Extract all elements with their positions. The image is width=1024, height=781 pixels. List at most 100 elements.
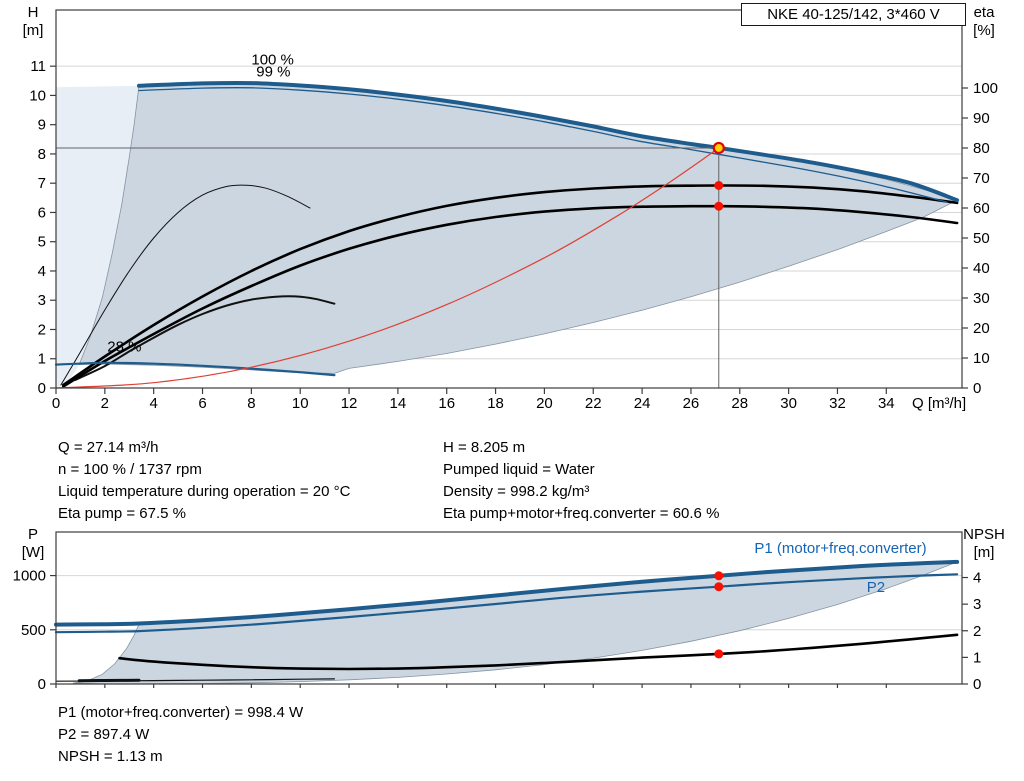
curve-label: P2 <box>867 579 885 596</box>
info-line-q: Q = 27.14 m³/h <box>58 439 159 456</box>
svg-text:1: 1 <box>973 649 981 666</box>
svg-text:H: H <box>28 4 39 21</box>
svg-text:2: 2 <box>38 321 46 338</box>
svg-text:[m]: [m] <box>974 544 995 561</box>
duty-point-dot <box>714 201 724 211</box>
svg-text:NPSH: NPSH <box>963 526 1005 543</box>
power-results-panel: P1 (motor+freq.converter) = 998.4 W P2 =… <box>58 702 303 768</box>
svg-text:14: 14 <box>390 395 407 412</box>
svg-text:[%]: [%] <box>973 22 995 39</box>
info-line-eta-pump: Eta pump = 67.5 % <box>58 505 186 522</box>
svg-text:500: 500 <box>21 622 46 639</box>
qh-eta-chart: 100 %99 %28 %012345678910110102030405060… <box>23 4 998 412</box>
eta-total-curve <box>62 204 959 388</box>
svg-text:1: 1 <box>38 351 46 368</box>
svg-text:16: 16 <box>438 395 455 412</box>
svg-text:50: 50 <box>973 230 990 247</box>
svg-text:2: 2 <box>973 623 981 640</box>
info-line-head: H = 8.205 m <box>443 439 526 456</box>
svg-text:6: 6 <box>198 395 206 412</box>
svg-text:8: 8 <box>38 146 46 163</box>
svg-text:0: 0 <box>973 380 981 397</box>
svg-text:10: 10 <box>292 395 309 412</box>
svg-text:34: 34 <box>878 395 895 412</box>
svg-text:12: 12 <box>341 395 358 412</box>
svg-text:20: 20 <box>973 320 990 337</box>
svg-text:0: 0 <box>52 395 60 412</box>
svg-text:40: 40 <box>973 260 990 277</box>
svg-text:24: 24 <box>634 395 651 412</box>
svg-text:32: 32 <box>829 395 846 412</box>
operating-point-marker[interactable] <box>712 141 725 155</box>
svg-text:30: 30 <box>780 395 797 412</box>
duty-point-dot <box>714 181 724 190</box>
pump-curve-28 <box>54 361 336 377</box>
svg-text:100: 100 <box>973 80 998 97</box>
info-line-speed: n = 100 % / 1737 rpm <box>58 461 202 478</box>
svg-text:90: 90 <box>973 110 990 127</box>
result-line-p2: P2 = 897.4 W <box>58 726 150 743</box>
svg-text:8: 8 <box>247 395 255 412</box>
svg-text:11: 11 <box>30 58 46 75</box>
curve-label: P1 (motor+freq.converter) <box>754 540 926 557</box>
svg-text:70: 70 <box>973 170 990 187</box>
speed-label: 99 % <box>256 63 290 80</box>
eta-pump-curve <box>62 184 959 387</box>
pump-curve-100 <box>137 80 960 203</box>
power-npsh-chart: P1 (motor+freq.converter) P2 0 500 1000 0 1 2 3 4… <box>13 526 1005 693</box>
speed-label: 28 % <box>107 338 141 355</box>
svg-text:2: 2 <box>101 395 109 412</box>
svg-text:0: 0 <box>38 676 46 693</box>
svg-text:20: 20 <box>536 395 553 412</box>
duty-point-dot <box>714 649 724 659</box>
svg-text:0: 0 <box>973 676 981 693</box>
svg-text:3: 3 <box>38 292 46 309</box>
pump-curve-99 <box>138 87 948 203</box>
info-line-eta-total: Eta pump+motor+freq.converter = 60.6 % <box>443 505 720 522</box>
speed-label: 100 % <box>251 52 294 69</box>
svg-text:60: 60 <box>973 200 990 217</box>
plot-frame <box>55 9 963 389</box>
svg-text:18: 18 <box>487 395 504 412</box>
result-line-p1: P1 (motor+freq.converter) = 998.4 W <box>58 704 304 721</box>
p1-curve <box>54 559 960 627</box>
svg-text:eta: eta <box>974 4 996 21</box>
aux-reduced-curve <box>74 295 336 381</box>
svg-text:10: 10 <box>973 350 990 367</box>
svg-text:10: 10 <box>29 87 46 104</box>
svg-text:[m]: [m] <box>23 22 44 39</box>
svg-text:4: 4 <box>150 395 158 412</box>
pump-model-title: NKE 40-125/142, 3*460 V <box>741 3 966 26</box>
svg-text:9: 9 <box>38 117 46 134</box>
svg-text:Q [m³/h]: Q [m³/h] <box>912 395 966 412</box>
svg-text:4: 4 <box>38 263 46 280</box>
svg-text:4: 4 <box>973 570 981 587</box>
result-line-npsh: NPSH = 1.13 m <box>58 748 163 765</box>
p2-curve <box>54 573 959 634</box>
svg-text:7: 7 <box>38 175 46 192</box>
svg-text:P: P <box>28 526 38 543</box>
info-line-density: Density = 998.2 kg/m³ <box>443 483 590 500</box>
svg-text:30: 30 <box>973 290 990 307</box>
eta-reduced-curve <box>60 184 311 386</box>
system-curve <box>55 147 720 389</box>
duty-point-dot <box>714 571 724 581</box>
speed-envelope-light <box>56 85 139 389</box>
duty-point-dot <box>714 582 724 592</box>
info-line-temperature: Liquid temperature during operation = 20… <box>58 483 351 500</box>
npsh-curve <box>118 633 959 671</box>
svg-text:22: 22 <box>585 395 602 412</box>
info-line-liquid: Pumped liquid = Water <box>443 461 595 478</box>
plot-frame <box>55 531 963 685</box>
svg-text:1000: 1000 <box>13 568 46 585</box>
duty-info-right: H = 8.205 m Pumped liquid = Water Densit… <box>443 437 1013 525</box>
svg-text:0: 0 <box>38 380 46 397</box>
svg-text:6: 6 <box>38 204 46 221</box>
svg-text:[W]: [W] <box>22 544 45 561</box>
svg-text:80: 80 <box>973 140 990 157</box>
svg-text:5: 5 <box>38 234 46 251</box>
duty-info-left: Q = 27.14 m³/h n = 100 % / 1737 rpm Liqu… <box>58 437 438 525</box>
svg-text:28: 28 <box>731 395 748 412</box>
